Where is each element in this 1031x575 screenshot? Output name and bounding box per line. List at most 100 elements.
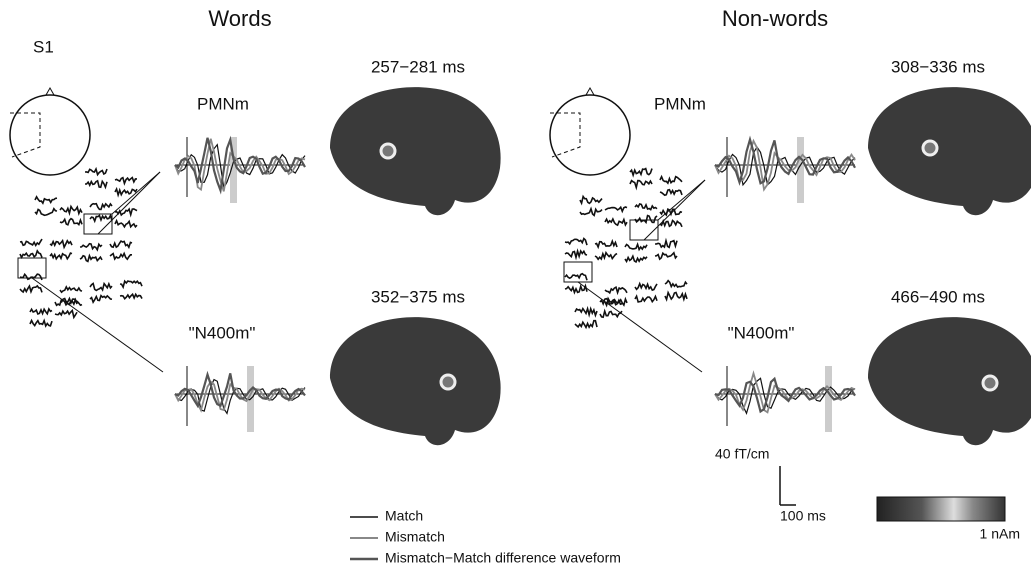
sensor-trace [565,239,587,246]
component-label: PMNm [197,94,249,113]
sensor-trace [30,309,52,314]
arrow [658,180,705,220]
sensor-trace [20,239,42,245]
arrow [644,180,705,240]
scale-amplitude: 40 fT/cm [715,446,769,462]
highlight [825,366,832,432]
sensor-trace [595,241,617,247]
sensor-trace [565,286,587,293]
sensor-trace [665,281,687,287]
sensor-trace [90,204,112,210]
sensor-trace [655,241,677,248]
sensor-trace [565,251,587,257]
sensor-trace [580,197,602,204]
sensor-trace [120,294,142,298]
sensor-trace [625,244,647,249]
nose [586,88,594,95]
sensor-trace [635,204,657,210]
sensor-trace [35,197,57,203]
legend-text: Mismatch [385,529,445,545]
sensor-trace [605,207,627,211]
sensor-region [550,113,580,157]
waveform [715,140,855,184]
component-label: PMNm [654,94,706,113]
time-window: 466−490 ms [891,287,985,306]
activation [381,144,395,158]
component-label: "N400m" [189,323,256,342]
sensor-trace [115,178,137,184]
waveform [715,373,855,412]
subject-label: S1 [33,37,54,56]
sensor-trace [575,321,597,328]
waveform [715,141,855,190]
waveform [175,139,305,192]
sensor-trace [665,293,687,300]
sensor-trace [635,216,657,223]
sensor-trace [90,284,112,291]
activation [441,375,455,389]
sensor-trace [30,321,52,327]
colorbar [877,497,1005,521]
sensor-trace [655,253,677,259]
sensor-trace [85,181,107,187]
sensor-trace [660,190,682,196]
component-label: "N400m" [728,323,795,342]
activation [923,141,937,155]
sensor-trace [110,241,132,247]
sensor-trace [60,207,82,214]
time-window: 352−375 ms [371,287,465,306]
colorbar-label: 1 nAm [980,526,1020,542]
sensor-trace [595,253,617,260]
sensor-trace [625,256,647,262]
sensor-box [18,258,46,278]
time-window: 308−336 ms [891,57,985,76]
sensor-trace [660,177,682,184]
sensor-trace [60,287,82,292]
sensor-region [10,113,40,157]
sensor-trace [90,296,112,303]
sensor-trace [605,287,627,293]
legend-text: Match [385,508,423,524]
sensor-trace [630,169,652,176]
sensor-trace [50,241,72,248]
sensor-trace [80,256,102,262]
scale-time: 100 ms [780,508,826,524]
brain [330,317,501,445]
sensor-trace [20,286,42,292]
sensor-trace [55,311,77,318]
condition-title: Words [208,6,271,31]
sensor-trace [565,274,587,281]
sensor-trace [110,253,132,259]
sensor-trace [60,219,82,225]
sensor-trace [50,253,72,259]
sensor-trace [90,216,112,222]
sensor-trace [85,169,107,175]
brain [330,87,501,215]
activation [983,376,997,390]
waveform [175,382,305,411]
arrow [32,278,163,372]
sensor-trace [120,281,142,287]
sensor-trace [605,219,627,225]
sensor-trace [580,209,602,216]
sensor-trace [20,251,42,258]
sensor-trace [630,181,652,188]
nose [46,88,54,95]
sensor-box [564,262,592,282]
head [10,95,90,175]
sensor-trace [80,244,102,250]
sensor-trace [635,284,657,290]
condition-title: Non-words [722,6,828,31]
brain [868,87,1031,215]
sensor-trace [635,296,657,302]
sensor-trace [20,274,42,280]
sensor-trace [35,209,57,216]
legend-text: Mismatch−Match difference waveform [385,550,621,566]
brain [868,317,1031,445]
sensor-trace [115,221,137,227]
sensor-trace [575,309,597,316]
sensor-trace [115,189,137,195]
time-window: 257−281 ms [371,57,465,76]
head [550,95,630,175]
figure: S1 Words Non-words 257−281 ms 352−375 ms… [0,0,1031,575]
